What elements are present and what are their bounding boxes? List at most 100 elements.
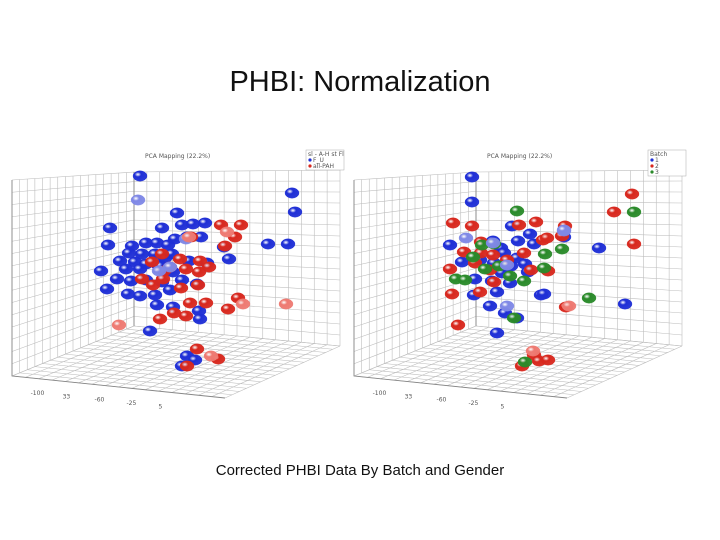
data-point <box>457 274 473 286</box>
data-point <box>118 263 134 275</box>
data-point <box>516 247 532 259</box>
data-point <box>220 303 236 315</box>
data-point <box>132 290 148 302</box>
data-point <box>522 228 538 240</box>
data-point <box>528 216 544 228</box>
data-point <box>109 273 125 285</box>
data-point <box>450 319 466 331</box>
data-point <box>203 350 219 362</box>
x-tick-labels: -100 33 -60 -25 5 <box>373 390 505 410</box>
pca-plot-gender: PCA Mapping (22.2%) sl - A-H st Fl F_U all-… <box>10 148 345 410</box>
data-point <box>287 206 303 218</box>
data-point <box>477 263 493 275</box>
data-point <box>486 276 502 288</box>
data-point <box>132 263 148 275</box>
data-point <box>201 261 217 273</box>
data-point <box>536 262 552 274</box>
x-tick-label: -100 <box>31 390 45 397</box>
data-point <box>284 187 300 199</box>
x-tick-label: -25 <box>127 400 137 407</box>
data-point <box>624 188 640 200</box>
data-point <box>162 261 178 273</box>
data-point <box>132 170 148 182</box>
legend-entry: all-PAH <box>313 163 334 170</box>
points <box>442 171 642 372</box>
data-point <box>489 327 505 339</box>
data-point <box>561 300 577 312</box>
pca-scatter-left: PCA Mapping (22.2%) sl - A-H st FlF_Uall-… <box>11 149 345 410</box>
legend-swatch <box>308 164 312 168</box>
data-point <box>606 206 622 218</box>
data-point <box>152 313 168 325</box>
data-point <box>172 253 188 265</box>
data-point <box>221 253 237 265</box>
legend-swatch <box>650 170 654 174</box>
data-point <box>617 298 633 310</box>
data-point <box>511 219 527 231</box>
data-point <box>147 289 163 301</box>
data-point <box>99 283 115 295</box>
data-point <box>185 218 201 230</box>
data-point <box>626 206 642 218</box>
data-point <box>445 217 461 229</box>
data-point <box>442 239 458 251</box>
data-point <box>280 238 296 250</box>
data-point <box>444 288 460 300</box>
data-point <box>539 232 555 244</box>
legend-entry: 3 <box>655 169 659 176</box>
data-point <box>517 356 533 368</box>
data-point <box>509 205 525 217</box>
data-point <box>189 343 205 355</box>
x-tick-label: -25 <box>469 400 479 407</box>
data-point <box>182 297 198 309</box>
data-point <box>540 354 556 366</box>
data-point <box>554 243 570 255</box>
data-point <box>626 238 642 250</box>
data-point <box>100 239 116 251</box>
data-point <box>591 242 607 254</box>
data-point <box>178 310 194 322</box>
data-point <box>556 224 572 236</box>
data-point <box>154 222 170 234</box>
data-point <box>472 286 488 298</box>
data-point <box>537 248 553 260</box>
pca-plot-batch: PCA Mapping (22.2%) Batch 1 2 3 -100 33 -60 -25 5 <box>352 148 687 410</box>
data-point <box>516 275 532 287</box>
data-point <box>154 248 170 260</box>
data-point <box>536 288 552 300</box>
legend-entry: 1 <box>655 157 659 164</box>
x-tick-label: -60 <box>437 397 447 404</box>
data-point <box>485 237 501 249</box>
x-tick-label: -60 <box>95 397 105 404</box>
x-tick-label: 33 <box>63 393 71 400</box>
x-tick-label: -100 <box>373 390 387 397</box>
data-point <box>149 299 165 311</box>
data-point <box>499 300 515 312</box>
x-tick-labels: -100 33 -60 -25 5 <box>31 390 163 410</box>
data-point <box>192 313 208 325</box>
plot-title: PCA Mapping (22.2%) <box>145 153 210 160</box>
slide-title: PHBI: Normalization <box>229 66 491 98</box>
legend-title: sl - A-H st Fl <box>308 151 344 158</box>
data-point <box>144 256 160 268</box>
data-point <box>217 240 233 252</box>
data-point <box>523 264 539 276</box>
x-tick-label: 5 <box>500 403 504 410</box>
legend-entry: 2 <box>655 163 659 170</box>
data-point <box>173 282 189 294</box>
data-point <box>581 292 597 304</box>
data-point <box>464 171 480 183</box>
data-point <box>482 300 498 312</box>
data-point <box>525 345 541 357</box>
data-point <box>233 219 249 231</box>
legend-entry: F_U <box>313 157 324 164</box>
data-point <box>130 194 146 206</box>
points <box>93 170 303 372</box>
data-point <box>510 235 526 247</box>
data-point <box>142 325 158 337</box>
data-point <box>120 288 136 300</box>
data-point <box>458 232 474 244</box>
